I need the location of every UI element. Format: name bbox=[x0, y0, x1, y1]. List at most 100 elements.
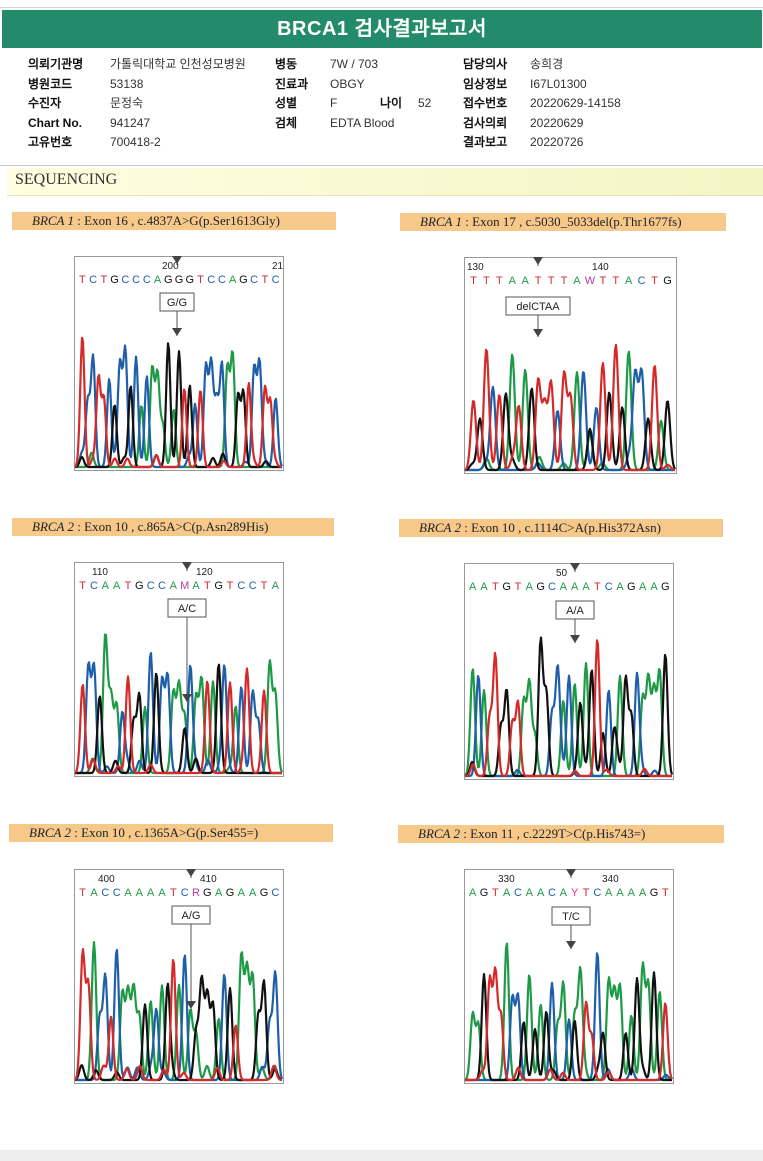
base-call-letter: A bbox=[249, 887, 257, 899]
gene-name: BRCA 2 bbox=[419, 520, 462, 535]
arrow-down-icon bbox=[533, 329, 543, 337]
info-label: 수진자 bbox=[28, 96, 62, 110]
base-call-letter: G bbox=[650, 887, 659, 899]
gene-name: BRCA 1 bbox=[32, 213, 75, 228]
base-call-letter: A bbox=[480, 581, 488, 593]
info-value: 20220726 bbox=[530, 135, 584, 149]
base-call-letter: T bbox=[612, 275, 619, 287]
genotype-call: T/C bbox=[562, 911, 580, 923]
base-call-letter: G bbox=[480, 887, 489, 899]
base-call-letter: T bbox=[496, 275, 503, 287]
variant-detail: : Exon 10 , c.865A>C(p.Asn289His) bbox=[74, 519, 269, 534]
base-call-letter: A bbox=[136, 887, 144, 899]
base-call-letter: A bbox=[192, 580, 200, 592]
base-call-letter: R bbox=[192, 887, 200, 899]
position-label: 400 bbox=[98, 874, 115, 885]
variant-detail: : Exon 17 , c.5030_5033del(p.Thr1677fs) bbox=[462, 214, 682, 229]
arrow-down-icon bbox=[182, 694, 192, 702]
base-call-letter: T bbox=[662, 887, 669, 899]
base-call-letter: C bbox=[89, 274, 97, 286]
arrow-down-icon bbox=[186, 869, 196, 877]
info-label: 성별 bbox=[275, 96, 298, 110]
base-call-letter: W bbox=[585, 275, 596, 287]
base-call-letter: T bbox=[651, 275, 658, 287]
base-call-letter: A bbox=[113, 580, 121, 592]
arrow-down-icon bbox=[570, 635, 580, 643]
chromatogram-panel: 50 A A T G T A G C A A A T C A G A A G A/A bbox=[464, 563, 674, 780]
base-call-letter: T bbox=[79, 580, 86, 592]
base-call-letter: A bbox=[560, 581, 568, 593]
info-label: 임상정보 bbox=[463, 76, 508, 91]
info-row: 진료과 OBGY bbox=[275, 75, 431, 95]
variant-detail: : Exon 10 , c.1114C>A(p.His372Asn) bbox=[461, 520, 661, 535]
arrow-down-icon bbox=[172, 328, 182, 336]
sequencing-title: SEQUENCING bbox=[15, 171, 118, 188]
trace-T bbox=[464, 639, 673, 778]
base-call-letter: T bbox=[197, 274, 204, 286]
info-row: 임상정보 I67L01300 bbox=[463, 75, 621, 95]
base-call-letter: A bbox=[639, 581, 647, 593]
base-call-letter: T bbox=[79, 274, 86, 286]
base-call-letter: C bbox=[158, 580, 166, 592]
base-call-letter: C bbox=[132, 274, 140, 286]
base-call-letter: C bbox=[272, 274, 280, 286]
base-call-letter: G bbox=[185, 274, 194, 286]
genotype-call: A/C bbox=[178, 603, 196, 615]
genotype-call: delCTAA bbox=[516, 301, 560, 313]
position-label: 340 bbox=[602, 874, 619, 885]
section-divider bbox=[0, 165, 763, 166]
info-value: 송희경 bbox=[530, 57, 564, 71]
base-call-letter: A bbox=[238, 887, 246, 899]
report-title: BRCA1 검사결과보고서 bbox=[2, 10, 762, 48]
base-call-letter: C bbox=[101, 887, 109, 899]
position-label: 110 bbox=[92, 567, 108, 578]
arrow-down-icon bbox=[172, 256, 182, 264]
page-footer bbox=[0, 1150, 763, 1161]
base-call-letter: C bbox=[638, 275, 646, 287]
base-call-letter: A bbox=[229, 274, 237, 286]
base-call-letter: A bbox=[124, 887, 132, 899]
info-label: 의뢰기관명 bbox=[28, 57, 84, 71]
base-call-letter: A bbox=[503, 887, 511, 899]
base-call-letter: C bbox=[147, 580, 155, 592]
base-call-letter: A bbox=[526, 581, 534, 593]
base-call-letter: T bbox=[125, 580, 132, 592]
info-value: F bbox=[330, 96, 338, 110]
base-call-letter: C bbox=[237, 580, 245, 592]
info-column-3: 담당의사 송희경 임상정보 I67L01300 접수번호 20220629-14158… bbox=[463, 55, 621, 153]
genotype-call: A/A bbox=[566, 605, 584, 617]
trace-C bbox=[464, 664, 673, 778]
variant-label: BRCA 2 : Exon 11 , c.2229T>C(p.His743=) bbox=[398, 825, 724, 843]
info-value: OBGY bbox=[330, 76, 365, 91]
info-value: I67L01300 bbox=[530, 76, 587, 91]
base-call-letter: C bbox=[113, 887, 121, 899]
info-column-1: 의뢰기관명 가톨릭대학교 인천성모병원 병원코드 53138 수진자 문정숙 Char… bbox=[28, 55, 246, 153]
base-call-letter: T bbox=[261, 580, 268, 592]
base-call-letter: A bbox=[605, 887, 613, 899]
base-call-letter: T bbox=[548, 275, 555, 287]
info-row: 결과보고 20220726 bbox=[463, 133, 621, 153]
base-call-letter: T bbox=[227, 580, 234, 592]
base-call-letter: A bbox=[170, 580, 178, 592]
base-call-letter: G bbox=[226, 887, 235, 899]
base-call-letter: C bbox=[207, 274, 215, 286]
arrow-down-icon bbox=[533, 257, 543, 265]
chromatogram-frame bbox=[74, 562, 284, 777]
gene-name: BRCA 2 bbox=[32, 519, 75, 534]
base-call-letter: G bbox=[536, 581, 545, 593]
base-call-letter: G bbox=[239, 274, 248, 286]
base-call-letter: A bbox=[571, 581, 579, 593]
info-row: 접수번호 20220629-14158 bbox=[463, 94, 621, 114]
position-label: 21 bbox=[272, 261, 284, 272]
variant-label: BRCA 1 : Exon 16 , c.4837A>G(p.Ser1613Gl… bbox=[12, 212, 336, 230]
variant-label: BRCA 2 : Exon 10 , c.1365A>G(p.Ser455=) bbox=[9, 824, 333, 842]
base-call-letter: A bbox=[272, 580, 280, 592]
base-call-letter: A bbox=[616, 887, 624, 899]
info-value: 941247 bbox=[110, 115, 151, 130]
info-value: 가톨릭대학교 인천성모병원 bbox=[110, 57, 246, 71]
base-call-letter: G bbox=[627, 581, 636, 593]
position-label: 200 bbox=[162, 261, 179, 272]
info-label: 접수번호 bbox=[463, 96, 508, 110]
